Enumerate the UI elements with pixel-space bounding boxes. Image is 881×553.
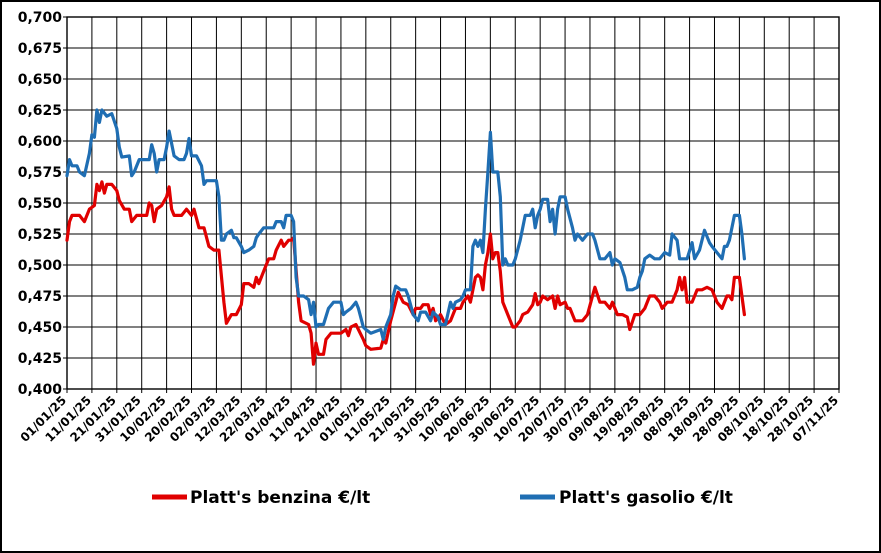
- y-tick-label: 0,400: [18, 382, 63, 398]
- legend-label-benzina: Platt's benzina €/lt: [190, 488, 370, 508]
- y-tick-label: 0,700: [18, 10, 63, 26]
- legend-label-gasolio: Platt's gasolio €/lt: [559, 488, 733, 508]
- series-line-1: [65, 108, 746, 341]
- y-tick-label: 0,425: [18, 351, 62, 367]
- y-tick-label: 0,675: [18, 41, 62, 57]
- legend-entry-gasolio: Platt's gasolio €/lt: [520, 488, 733, 508]
- y-tick-label: 0,525: [18, 227, 62, 243]
- series-line-0: [65, 180, 746, 366]
- y-tick-label: 0,500: [18, 258, 63, 274]
- x-axis-ticks: 01/01/2511/01/2521/01/2531/01/2510/02/25…: [18, 393, 842, 445]
- y-tick-label: 0,650: [18, 72, 63, 88]
- y-tick-label: 0,475: [18, 289, 62, 305]
- y-tick-label: 0,625: [18, 103, 62, 119]
- grid-lines: [63, 16, 840, 393]
- legend-entry-benzina: Platt's benzina €/lt: [152, 488, 370, 508]
- y-axis-ticks: 0,400 0,425 0,450 0,475 0,500 0,525 0,550 0,575…: [18, 10, 63, 398]
- y-tick-label: 0,550: [18, 196, 63, 212]
- y-tick-label: 0,450: [18, 320, 63, 336]
- plot-border: [66, 16, 840, 390]
- y-tick-label: 0,600: [18, 134, 63, 150]
- y-tick-label: 0,575: [18, 165, 62, 181]
- legend: Platt's benzina €/lt Platt's gasolio €/l…: [152, 488, 733, 508]
- series-lines: [65, 108, 746, 366]
